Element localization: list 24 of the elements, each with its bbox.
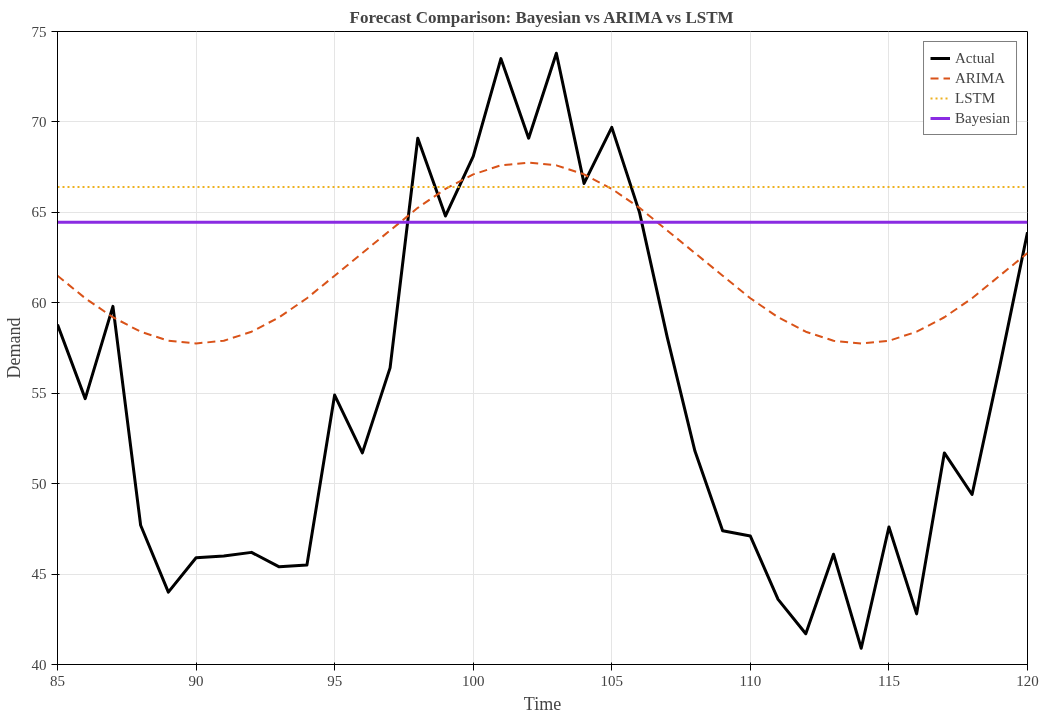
y-axis-title: Demand — [3, 317, 24, 379]
y-tick-label: 65 — [31, 204, 47, 221]
y-tick-label: 45 — [31, 566, 47, 583]
y-tick-label: 55 — [31, 385, 47, 402]
y-tick-label: 75 — [31, 23, 47, 40]
x-tick-label: 105 — [600, 672, 624, 689]
x-tick-label: 90 — [188, 672, 204, 689]
x-tick-label: 85 — [50, 672, 65, 689]
line-series — [57, 161, 1028, 345]
y-tick-label: 60 — [31, 294, 47, 311]
x-tick-label: 95 — [327, 672, 343, 689]
legend-label: Bayesian — [955, 109, 1010, 127]
legend-label: Actual — [955, 49, 995, 67]
y-tick-label: 40 — [31, 656, 47, 673]
x-axis-title: Time — [523, 693, 562, 714]
chart-title: Forecast Comparison: Bayesian vs ARIMA vs LSTM — [349, 7, 734, 27]
x-tick-label: 110 — [739, 672, 762, 689]
x-tick-label: 115 — [877, 672, 900, 689]
x-tick-label: 100 — [461, 672, 485, 689]
legend-label: LSTM — [955, 89, 996, 107]
y-tick-label: 50 — [31, 475, 47, 492]
legend-label: ARIMA — [955, 69, 1006, 87]
x-tick-label: 120 — [1016, 672, 1039, 689]
y-tick-label: 70 — [31, 113, 47, 130]
